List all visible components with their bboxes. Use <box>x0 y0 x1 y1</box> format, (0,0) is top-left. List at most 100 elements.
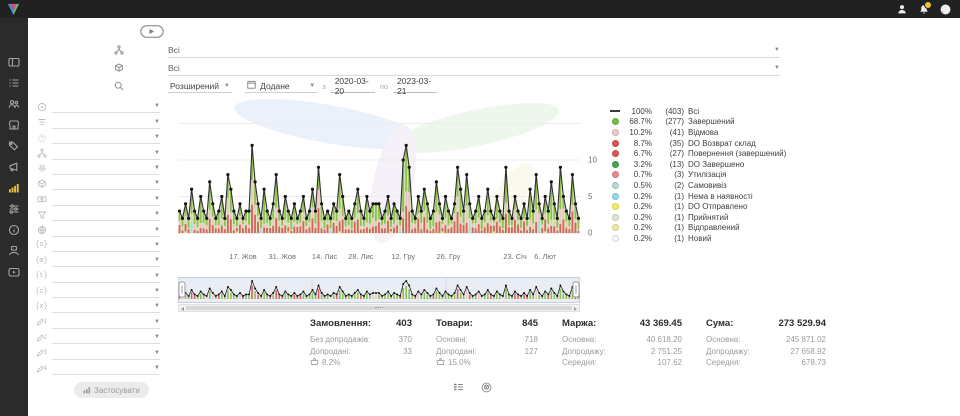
legend-item-5[interactable]: 3.2%(13)DO Завершено <box>610 159 815 170</box>
scroll-left-icon[interactable] <box>181 307 184 311</box>
filter-row-custom-1: 1▼ <box>36 313 160 328</box>
date-field-select[interactable]: Додане ▼ <box>245 79 317 93</box>
sidebar-item-support[interactable] <box>8 245 21 257</box>
filter-dropdown-6[interactable]: ▼ <box>52 177 160 190</box>
sidebar-item-orders[interactable] <box>8 77 21 89</box>
tag-pill-icon[interactable] <box>140 25 164 38</box>
x-tick-label: 17. Жов <box>229 252 257 261</box>
filter-dropdown-7[interactable]: ▼ <box>52 193 160 206</box>
sidebar-item-customers[interactable] <box>8 98 21 110</box>
product-select[interactable]: Всі ▼ <box>168 61 780 76</box>
search-filter-row: Розширений ▼ Додане ▼ з <box>113 79 124 93</box>
date-field-value: Додане <box>260 81 290 91</box>
fingerprint-icon <box>36 163 47 174</box>
filter-row-6: ▼ <box>36 175 160 190</box>
legend-item-7[interactable]: 0.5%(2)Самовивіз <box>610 180 815 191</box>
chevron-down-icon: ▼ <box>154 303 160 309</box>
stat-total: 403 <box>396 318 412 329</box>
date-from-input[interactable]: 2020-03-20 <box>331 79 375 93</box>
x-tick-label: 23. Січ <box>503 252 527 261</box>
date-to-input[interactable]: 2023-03-21 <box>393 79 437 93</box>
pencil-icon: 1 <box>36 317 47 328</box>
search-mode-select[interactable]: Розширений ▼ <box>168 79 232 93</box>
filter-dropdown-9[interactable]: ▼ <box>52 224 160 237</box>
sidebar <box>0 18 28 416</box>
chevron-down-icon: ▼ <box>154 257 160 263</box>
sidebar-item-tags[interactable] <box>8 140 21 152</box>
stat-label: Середня: <box>562 358 597 367</box>
legend-item-10[interactable]: 0.2%(1)Прийнятий <box>610 212 815 223</box>
filter-dropdown-13[interactable]: ▼ <box>52 285 160 298</box>
chart-block: 0510 17. Жов31. Жов14. Лис28. Лис12. Гру… <box>178 98 604 312</box>
chevron-down-icon: ▼ <box>154 196 160 202</box>
apply-button[interactable]: Застосувати <box>74 382 149 398</box>
profile-icon[interactable] <box>896 4 907 15</box>
sidebar-item-settings[interactable] <box>8 203 21 215</box>
filter-dropdown-2[interactable]: ▼ <box>52 116 160 129</box>
stat-label: Середня: <box>706 358 741 367</box>
hierarchy-icon <box>113 45 124 56</box>
filter-dropdown-4[interactable]: ▼ <box>52 147 160 160</box>
filter-dropdown-10[interactable]: ▼ <box>52 239 160 252</box>
stat-label: Допродані: <box>310 347 351 356</box>
stat-total: 845 <box>522 318 538 329</box>
filter-dropdown-3[interactable]: ▼ <box>52 131 160 144</box>
sidebar-item-announcements[interactable] <box>8 161 21 173</box>
legend-item-4[interactable]: 6.7%(27)Повернення (завершений) <box>610 148 815 159</box>
sidebar-item-store[interactable] <box>8 119 21 131</box>
product-view-icon[interactable] <box>480 382 492 393</box>
filter-dropdown-1[interactable]: ▼ <box>52 100 160 113</box>
legend-item-6[interactable]: 0.7%(3)Утилізація <box>610 170 815 181</box>
chart-scrollbar[interactable] <box>178 304 580 312</box>
filter-dropdown-14[interactable]: ▼ <box>52 300 160 313</box>
filter-dropdown-8[interactable]: ▼ <box>52 208 160 221</box>
stat-value: 107.62 <box>658 358 682 367</box>
chevron-down-icon: ▼ <box>154 180 160 186</box>
stats-column-2: Маржа:43 369.45Основна:40 618.20Допродаж… <box>562 318 682 369</box>
legend-count: (3) <box>656 170 684 179</box>
sidebar-item-info[interactable] <box>8 224 21 236</box>
filter-dropdown-5[interactable]: ▼ <box>52 162 160 175</box>
filter-dropdown-12[interactable]: ▼ <box>52 270 160 283</box>
legend-item-0[interactable]: 100%(403)Всі <box>610 106 815 117</box>
svg-text:5: 5 <box>588 192 593 201</box>
stat-value: 40 618.20 <box>646 335 682 344</box>
filter-dropdown-custom-4[interactable]: ▼ <box>52 362 160 375</box>
chart-navigator[interactable] <box>178 277 580 303</box>
legend-item-8[interactable]: 0.2%(1)Нема в наявності <box>610 191 815 202</box>
legend-item-11[interactable]: 0.2%(1)Відправлений <box>610 223 815 234</box>
list-view-icon[interactable] <box>452 382 464 393</box>
stat-value: 127 <box>525 347 538 356</box>
package-icon <box>113 63 124 74</box>
filter-dropdown-11[interactable]: ▼ <box>52 254 160 267</box>
category-select[interactable]: Всі ▼ <box>168 43 780 58</box>
product-value: Всі <box>168 63 180 73</box>
category-value: Всі <box>168 45 180 55</box>
legend-count: (2) <box>656 181 684 190</box>
stat-subrow: Допродажу:27 658.92 <box>706 346 826 358</box>
notifications-bell-icon[interactable] <box>918 4 929 15</box>
filter-dropdown-custom-1[interactable]: ▼ <box>52 316 160 329</box>
legend-label: DO Отправлено <box>688 202 747 211</box>
legend-count: (1) <box>656 213 684 222</box>
stat-subrow: Основна:245 871.02 <box>706 334 826 346</box>
sidebar-item-dashboard[interactable] <box>8 56 21 68</box>
sidebar-item-video[interactable] <box>8 266 21 278</box>
sidebar-item-analytics-active[interactable] <box>8 182 21 194</box>
orders-chart: 0510 <box>178 98 604 250</box>
legend-count: (1) <box>656 202 684 211</box>
scrollbar-thumb[interactable] <box>186 306 572 310</box>
account-avatar[interactable] <box>940 4 951 15</box>
filter-dropdown-custom-3[interactable]: ▼ <box>52 347 160 360</box>
legend-item-1[interactable]: 68.7%(277)Завершений <box>610 117 815 128</box>
legend-item-3[interactable]: 8.7%(35)DO Возврат склад <box>610 138 815 149</box>
filter-dropdown-custom-2[interactable]: ▼ <box>52 331 160 344</box>
pencil-icon: 3 <box>36 348 47 359</box>
legend-item-12[interactable]: 0.2%(1)Новий <box>610 233 815 244</box>
brand-logo[interactable] <box>6 2 21 17</box>
legend-label: Завершений <box>688 117 735 126</box>
scroll-right-icon[interactable] <box>574 307 577 311</box>
legend-item-2[interactable]: 10.2%(41)Відмова <box>610 127 815 138</box>
stat-label: Основна: <box>706 335 740 344</box>
legend-item-9[interactable]: 0.2%(1)DO Отправлено <box>610 201 815 212</box>
